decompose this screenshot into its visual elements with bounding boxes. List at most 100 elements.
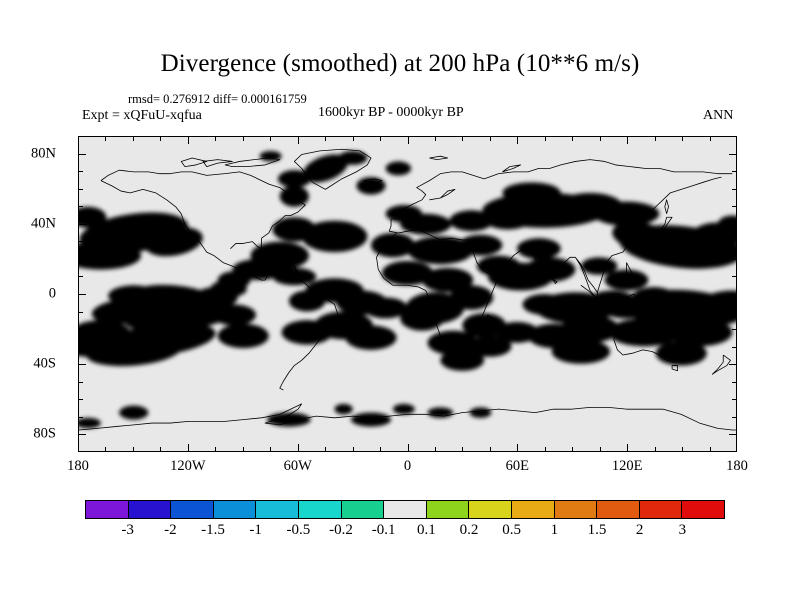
colorbar-tick-13: 3: [678, 522, 687, 538]
y-tick: [78, 364, 86, 365]
x-tick-top: [325, 136, 326, 141]
x-tick-top: [215, 136, 216, 141]
y-tick-right: [732, 206, 737, 207]
y-tick-right: [732, 241, 737, 242]
rmsd-annotation: rmsd= 0.276912 diff= 0.000161759: [128, 92, 307, 106]
period-annotation: 1600kyr BP - 0000kyr BP: [318, 105, 464, 120]
coastlines: [79, 148, 736, 431]
colorbar-band-8: [426, 501, 470, 518]
y-axis-label-0: 80N: [31, 145, 56, 162]
x-tick-top: [298, 136, 299, 144]
colorbar-band-12: [597, 501, 640, 518]
x-tick-top: [188, 136, 189, 144]
colorbar-band-14: [682, 501, 724, 518]
colorbar-tick-5: -0.2: [329, 522, 353, 538]
x-tick: [353, 447, 354, 452]
x-tick-top: [710, 136, 711, 141]
x-axis-label-5: 120E: [611, 458, 643, 474]
colorbar-tick-1: -2: [164, 522, 177, 538]
x-tick-top: [545, 136, 546, 141]
y-tick: [78, 241, 83, 242]
x-tick: [133, 447, 134, 452]
y-tick: [78, 294, 86, 295]
x-tick: [627, 444, 628, 452]
y-tick: [78, 276, 83, 277]
colorbar-band-7: [384, 501, 427, 518]
x-tick-top: [490, 136, 491, 141]
x-tick-top: [627, 136, 628, 144]
x-tick-top: [572, 136, 573, 141]
y-tick-right: [732, 382, 737, 383]
x-tick-top: [435, 136, 436, 141]
x-tick-top: [243, 136, 244, 141]
x-tick: [160, 447, 161, 452]
x-tick: [380, 447, 381, 452]
x-tick-top: [655, 136, 656, 141]
x-tick: [710, 447, 711, 452]
y-tick-right: [729, 224, 737, 225]
x-tick: [435, 447, 436, 452]
y-tick: [78, 382, 83, 383]
colorbar-tick-4: -0.5: [286, 522, 311, 538]
colorbar-band-0: [86, 501, 129, 518]
x-axis-label-3: 0: [403, 458, 412, 474]
colorbar-band-13: [639, 501, 683, 518]
colorbar-band-9: [469, 501, 512, 518]
y-tick-right: [732, 189, 737, 190]
x-axis-label-4: 60E: [505, 458, 530, 474]
x-tick: [545, 447, 546, 452]
colorbar-band-5: [298, 501, 342, 518]
x-axis-label-6: 180: [726, 458, 748, 474]
y-tick: [78, 224, 86, 225]
y-axis-label-4: 80S: [33, 425, 56, 442]
colorbar-tick-11: 1.5: [587, 522, 607, 538]
colorbar-band-1: [128, 501, 172, 518]
colorbar-tick-8: 0.2: [459, 522, 479, 538]
y-tick: [78, 189, 83, 190]
x-axis-label-1: 120W: [170, 458, 206, 474]
x-tick: [655, 447, 656, 452]
x-axis-label-2: 60W: [283, 458, 312, 474]
y-tick: [78, 206, 83, 207]
x-tick: [298, 444, 299, 452]
season-annotation: ANN: [703, 108, 734, 123]
y-axis-label-3: 40S: [33, 355, 56, 372]
y-tick: [78, 259, 83, 260]
divergence-field: [79, 148, 736, 431]
x-tick: [682, 447, 683, 452]
y-tick-right: [732, 347, 737, 348]
x-tick: [243, 447, 244, 452]
y-tick-right: [732, 276, 737, 277]
y-tick-right: [732, 329, 737, 330]
x-axis-label-0: 180: [67, 458, 89, 474]
colorbar-band-11: [554, 501, 598, 518]
x-tick: [270, 447, 271, 452]
x-tick-top: [517, 136, 518, 144]
x-tick-top: [380, 136, 381, 141]
x-tick: [600, 447, 601, 452]
x-tick: [188, 444, 189, 452]
y-tick-right: [729, 364, 737, 365]
colorbar-tick-12: 2: [635, 522, 644, 538]
y-tick: [78, 417, 83, 418]
colorbar-band-10: [511, 501, 555, 518]
x-tick-top: [408, 136, 409, 144]
y-tick: [78, 399, 83, 400]
colorbar-tick-10: 1: [550, 522, 559, 538]
colorbar-tick-7: 0.1: [416, 522, 436, 538]
colorbar-tick-9: 0.5: [502, 522, 522, 538]
colorbar-band-6: [341, 501, 385, 518]
colorbar-tick-2: -1.5: [201, 522, 225, 538]
x-tick: [572, 447, 573, 452]
x-tick-top: [462, 136, 463, 141]
x-tick-top: [353, 136, 354, 141]
y-axis-label-2: 0: [48, 285, 56, 302]
page-title: Divergence (smoothed) at 200 hPa (10**6 …: [160, 50, 640, 77]
y-tick: [78, 347, 83, 348]
x-tick: [105, 447, 106, 452]
y-tick-right: [732, 417, 737, 418]
colorbar-band-3: [213, 501, 257, 518]
y-tick-right: [729, 434, 737, 435]
x-tick: [517, 444, 518, 452]
